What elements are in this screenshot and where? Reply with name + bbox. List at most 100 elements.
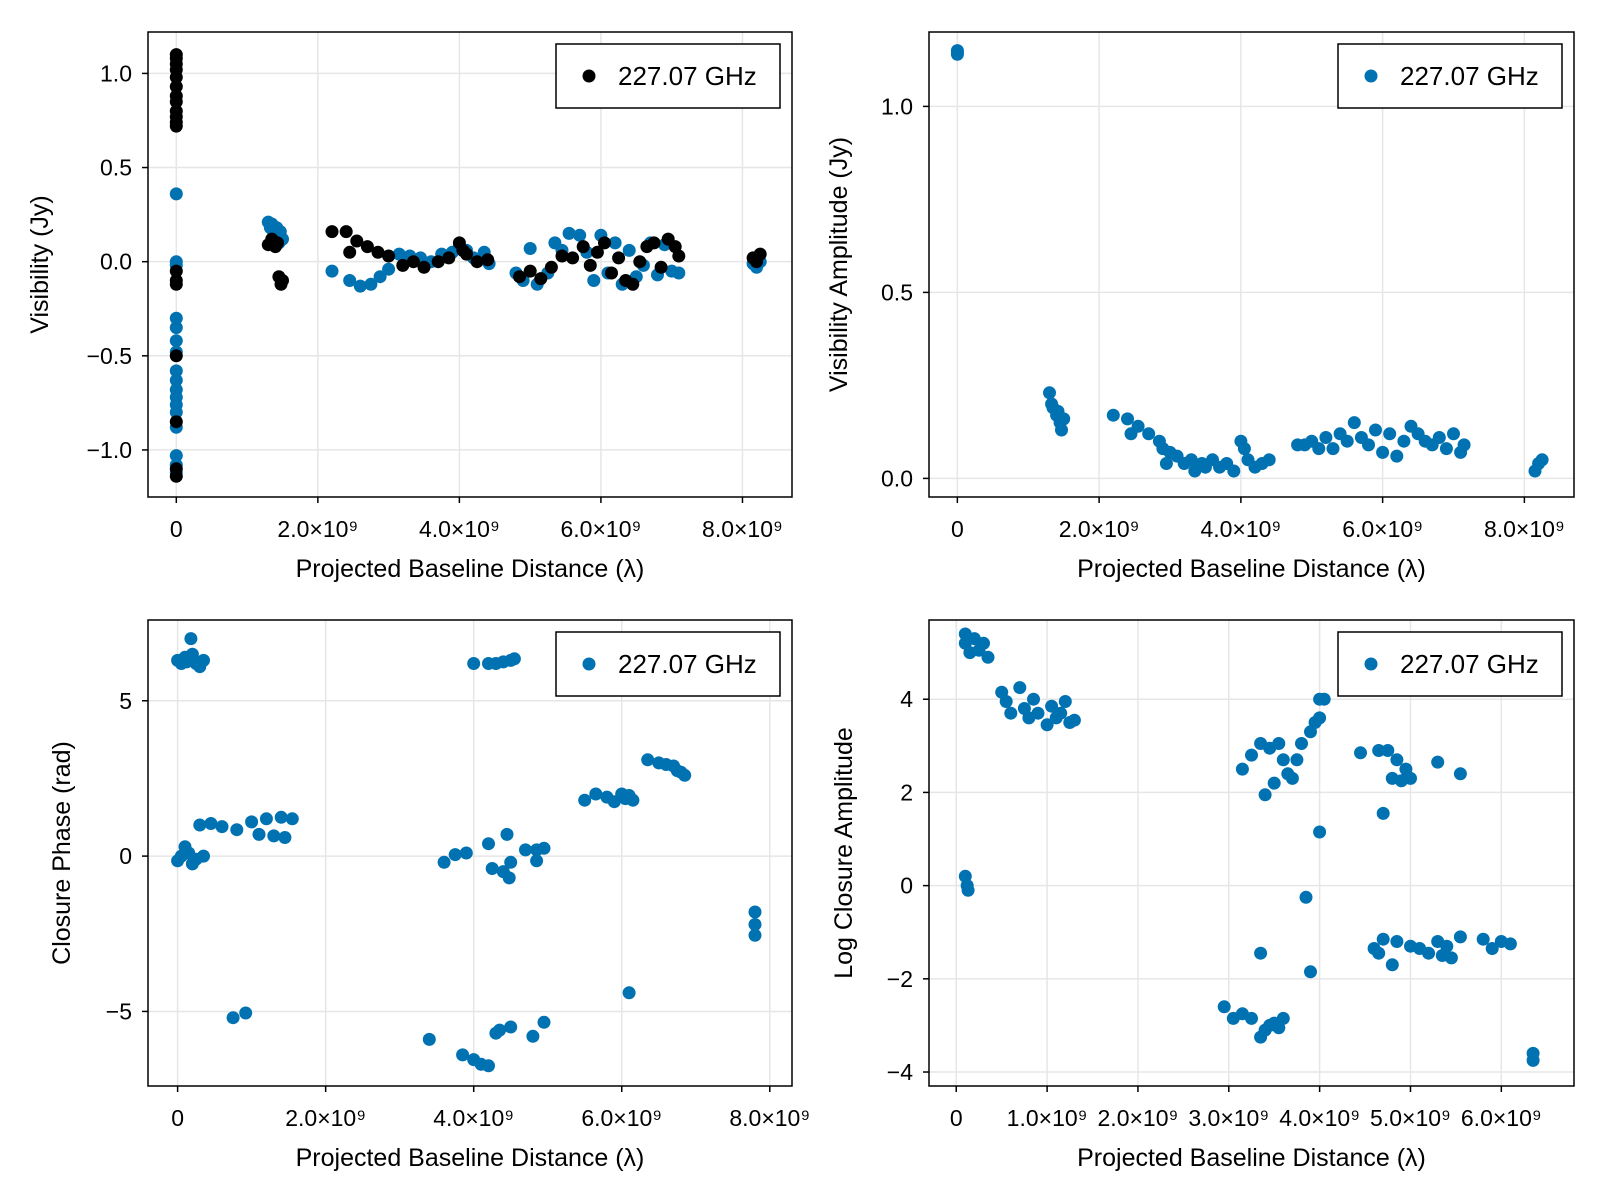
data-point	[422, 1032, 436, 1046]
data-point	[977, 636, 990, 650]
data-point	[1383, 427, 1397, 441]
data-point	[396, 258, 410, 272]
chart-panel-1: 0 2.0×10⁹ 4.0×10⁹ 6.0×10⁹ 8.0×10⁹ −1.0 −0.5 0.0…	[26, 31, 793, 583]
y-tick-label: −0.5	[87, 343, 132, 369]
y-tick-label: 0.5	[100, 155, 132, 181]
legend-box	[555, 43, 781, 109]
y-tick-label: 0	[119, 843, 132, 869]
x-tick-label: 6.0×10⁹	[581, 1105, 662, 1131]
data-point	[598, 236, 611, 250]
x-tick-label: 2.0×10⁹	[277, 516, 358, 542]
data-point	[204, 817, 218, 830]
y-tick-label: −1.0	[87, 437, 132, 463]
x-tick-label: 0	[170, 516, 183, 542]
x-tick-label: 4.0×10⁹	[433, 1105, 514, 1131]
data-point	[1431, 755, 1445, 769]
data-point	[1535, 453, 1549, 467]
data-point	[382, 262, 396, 276]
y-tick-label: 4	[900, 686, 913, 712]
data-point	[360, 240, 374, 254]
data-point	[169, 80, 183, 94]
data-point	[382, 249, 396, 263]
data-point	[622, 986, 636, 1000]
data-point	[1227, 464, 1241, 478]
data-point	[633, 255, 647, 269]
data-point	[1397, 434, 1411, 448]
data-point	[1235, 762, 1249, 776]
data-point	[1376, 445, 1390, 459]
data-point	[1159, 457, 1173, 470]
x-tick-label: 6.0×10⁹	[1342, 516, 1423, 542]
x-tick-label: 4.0×10⁹	[419, 516, 500, 542]
data-point	[1526, 1053, 1540, 1067]
data-point	[999, 695, 1013, 708]
legend: 227.07 GHz	[555, 631, 781, 697]
data-point	[437, 855, 451, 869]
legend-marker	[1364, 657, 1378, 671]
data-point	[1312, 442, 1326, 456]
data-point	[226, 1011, 240, 1025]
plot-frame	[147, 619, 793, 1087]
x-tick-label: 0	[951, 516, 964, 542]
data-point	[343, 245, 357, 259]
x-tick-label: 2.0×10⁹	[285, 1105, 366, 1131]
data-point	[583, 258, 597, 272]
data-point	[1340, 434, 1354, 448]
data-point	[678, 768, 692, 782]
data-point	[1319, 431, 1333, 444]
data-point	[537, 1015, 551, 1029]
data-point	[566, 251, 580, 265]
legend-marker	[582, 657, 596, 671]
data-point	[612, 251, 626, 265]
data-point	[530, 854, 544, 868]
data-point	[267, 829, 281, 843]
data-point	[169, 449, 183, 463]
legend-marker	[1364, 69, 1378, 83]
data-point	[485, 862, 499, 875]
data-point	[169, 405, 183, 419]
data-point	[265, 217, 279, 231]
data-point	[350, 234, 364, 248]
data-point	[1004, 706, 1018, 720]
data-point	[271, 236, 284, 250]
data-point	[1276, 1011, 1290, 1025]
data-point	[1237, 442, 1251, 456]
data-point	[169, 277, 183, 291]
data-point	[481, 253, 495, 267]
data-point	[534, 272, 548, 286]
data-point	[470, 255, 484, 269]
data-point	[274, 810, 288, 824]
data-point	[1439, 442, 1453, 456]
y-tick-label: −5	[106, 998, 132, 1024]
plot-frame	[147, 31, 793, 498]
data-point	[1142, 427, 1156, 441]
data-point	[622, 243, 636, 257]
data-point	[578, 793, 592, 807]
data-point	[672, 249, 686, 263]
y-tick-label: 1.0	[881, 93, 913, 119]
data-point	[1447, 427, 1460, 441]
data-point	[193, 818, 207, 832]
data-point	[373, 270, 387, 284]
data-point	[1031, 706, 1045, 720]
x-tick-label: 2.0×10⁹	[1098, 1105, 1179, 1131]
data-point	[1295, 737, 1308, 750]
data-point	[371, 245, 385, 259]
y-axis-label: Visibility Amplitude (Jy)	[825, 137, 853, 392]
x-tick-label: 3.0×10⁹	[1188, 1105, 1269, 1131]
data-point	[504, 1020, 518, 1034]
y-tick-label: 0.0	[881, 465, 913, 491]
data-point	[1121, 412, 1134, 426]
data-point	[1453, 767, 1467, 781]
data-point	[169, 415, 183, 429]
data-point	[1376, 806, 1390, 820]
x-tick-label: 2.0×10⁹	[1059, 516, 1140, 542]
data-point	[1485, 942, 1499, 955]
data-point	[1326, 442, 1340, 456]
data-point	[576, 240, 590, 254]
data-point	[1258, 788, 1272, 802]
data-point	[1390, 449, 1404, 463]
data-point	[417, 260, 431, 274]
data-point	[1058, 695, 1072, 708]
legend: 227.07 GHz	[555, 43, 781, 109]
